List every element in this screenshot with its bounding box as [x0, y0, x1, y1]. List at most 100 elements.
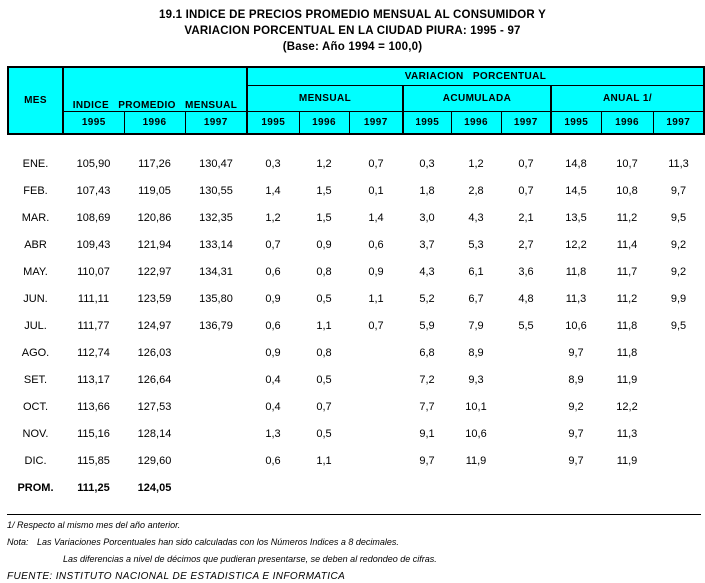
year-header: 1997 — [653, 111, 705, 135]
value-cell: 1,5 — [316, 211, 332, 224]
value-cell: 0,9 — [368, 265, 384, 278]
table-header: MES INDICE PROMEDIO MENSUAL VARIACION PO… — [7, 66, 705, 135]
value-cell: 0,6 — [265, 265, 281, 278]
value-cell: 9,2 — [670, 265, 687, 278]
month-cell: ABR — [24, 238, 47, 251]
value-cell: 119,05 — [138, 184, 171, 197]
value-cell: 109,43 — [76, 238, 111, 251]
value-cell: 9,3 — [468, 373, 484, 386]
value-cell: 1,5 — [316, 184, 332, 197]
value-cell: 8,9 — [568, 373, 584, 386]
value-cell: 5,3 — [468, 238, 484, 251]
month-cell: OCT. — [22, 400, 49, 413]
value-cell: 11,4 — [616, 238, 638, 251]
value-cell: 0,7 — [368, 157, 384, 170]
footnote-nota: Nota: Las Variaciones Porcentuales han si… — [7, 537, 705, 547]
month-cell: AGO. — [21, 346, 50, 359]
value-cell: 9,7 — [670, 184, 687, 197]
value-cell — [185, 474, 247, 501]
year-header: 1997 — [185, 111, 248, 135]
value-cell: 8,9 — [468, 346, 484, 359]
value-cell: 6,7 — [468, 292, 484, 305]
value-cell — [601, 474, 653, 501]
value-cell: 111,11 — [77, 292, 110, 305]
value-cell: 108,69 — [76, 211, 111, 224]
value-cell: 4,3 — [419, 265, 435, 278]
value-cell: 0,8 — [316, 346, 332, 359]
footnote-nota-line2: Las diferencias a nivel de décimos que p… — [63, 554, 437, 564]
footnote-nota-text: Las Variaciones Porcentuales han sido ca… — [37, 537, 399, 547]
year-header: 1995 — [403, 111, 452, 135]
value-cell — [247, 474, 299, 501]
page-title-line3: (Base: Año 1994 = 100,0) — [282, 41, 423, 53]
value-cell: 2,7 — [518, 238, 534, 251]
value-cell: 107,43 — [76, 184, 111, 197]
value-cell: 0,4 — [265, 373, 281, 386]
table-row: JUN. 111,11 123,59 135,80 0,9 0,5 1,1 5,2 6,7 4,8… — [8, 285, 704, 312]
year-header: 1995 — [247, 111, 300, 135]
month-cell: JUN. — [23, 292, 48, 305]
value-cell — [451, 474, 501, 501]
value-cell: 115,16 — [77, 427, 110, 440]
value-cell — [349, 339, 403, 366]
value-cell: 9,9 — [670, 292, 687, 305]
group-header-variacion-porcentual: VARIACION PORCENTUAL — [247, 66, 705, 86]
value-cell: 10,6 — [565, 319, 587, 332]
value-cell: 9,2 — [568, 400, 584, 413]
value-cell: 0,6 — [265, 454, 281, 467]
value-cell: 1,4 — [265, 184, 281, 197]
month-cell: DIC. — [24, 454, 47, 467]
value-cell — [299, 474, 349, 501]
value-cell — [653, 339, 704, 366]
value-cell: 11,7 — [616, 265, 638, 278]
value-cell — [551, 474, 601, 501]
value-cell — [653, 366, 704, 393]
value-cell: 126,03 — [137, 346, 172, 359]
value-cell: 4,8 — [518, 292, 534, 305]
value-cell: 0,4 — [265, 400, 281, 413]
value-cell: 0,6 — [265, 319, 281, 332]
value-cell: 11,8 — [616, 319, 638, 332]
value-cell: 12,2 — [616, 400, 638, 413]
value-cell: 3,7 — [419, 238, 435, 251]
value-cell: 121,94 — [137, 238, 172, 251]
value-cell: 4,3 — [468, 211, 484, 224]
value-cell: 0,7 — [368, 319, 384, 332]
year-header: 1995 — [63, 111, 125, 135]
value-cell: 0,7 — [316, 400, 332, 413]
value-cell: 6,8 — [419, 346, 435, 359]
year-header: 1997 — [501, 111, 552, 135]
value-cell — [349, 474, 403, 501]
value-cell: 126,64 — [137, 373, 172, 386]
value-cell: 111,77 — [77, 319, 110, 332]
value-cell: 2,8 — [468, 184, 484, 197]
value-cell: 11,9 — [616, 454, 638, 467]
table-row: FEB. 107,43 119,05 130,55 1,4 1,5 0,1 1,8 2,8 0,7… — [8, 177, 704, 204]
value-cell — [185, 339, 247, 366]
footnote-nota-label: Nota: — [7, 537, 29, 547]
value-cell: 14,8 — [565, 157, 587, 170]
value-cell: 1,2 — [468, 157, 484, 170]
value-cell: 135,80 — [199, 292, 233, 305]
month-cell: MAR. — [21, 211, 50, 224]
value-cell: 2,1 — [518, 211, 534, 224]
value-cell — [501, 366, 551, 393]
table-row: MAR. 108,69 120,86 132,35 1,2 1,5 1,4 3,0 4,3 2,1… — [8, 204, 704, 231]
table-row: NOV. 115,16 128,14 1,3 0,5 9,1 10,6 9,7 11,3 — [8, 420, 704, 447]
footnotes-block: 1/ Respecto al mismo mes del año anterio… — [7, 520, 705, 582]
value-cell: 9,5 — [670, 319, 687, 332]
value-cell: 1,1 — [368, 292, 384, 305]
spacer-row — [8, 134, 704, 150]
year-header: 1996 — [601, 111, 654, 135]
value-cell: 9,2 — [670, 238, 687, 251]
value-cell: 9,7 — [568, 427, 584, 440]
value-cell: 10,7 — [616, 157, 638, 170]
value-cell: 124,05 — [137, 481, 172, 494]
month-cell: NOV. — [22, 427, 49, 440]
value-cell: 11,2 — [616, 292, 638, 305]
table-row: ABR 109,43 121,94 133,14 0,7 0,9 0,6 3,7 5,3 2,7 1… — [8, 231, 704, 258]
value-cell: 0,5 — [316, 427, 332, 440]
value-cell — [185, 420, 247, 447]
title-block: 19.1 INDICE DE PRECIOS PROMEDIO MENSUAL … — [0, 0, 705, 55]
value-cell: 105,90 — [76, 157, 111, 170]
